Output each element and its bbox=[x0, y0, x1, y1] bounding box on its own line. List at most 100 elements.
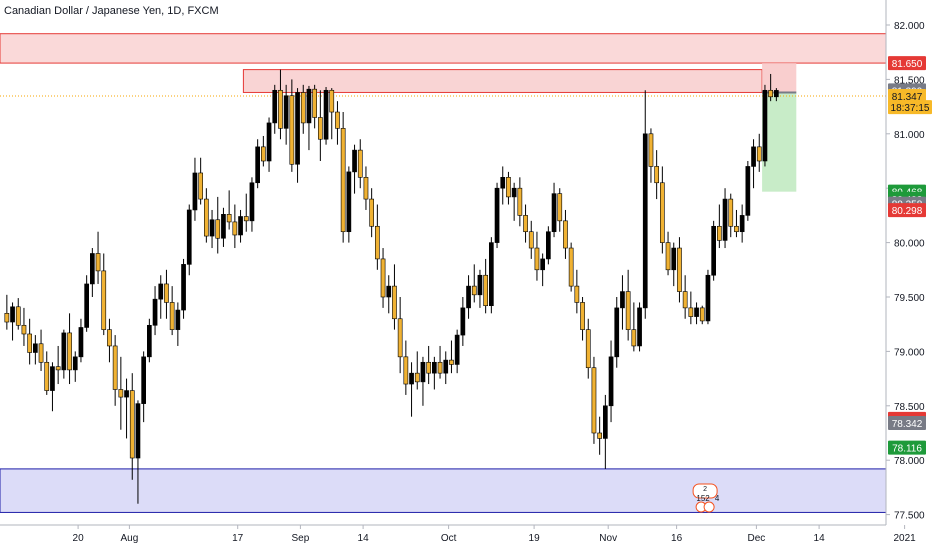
chart-title: Canadian Dollar / Japanese Yen, 1D, FXCM bbox=[4, 5, 219, 17]
candle-body bbox=[762, 89, 768, 162]
candle-body bbox=[226, 214, 232, 223]
candle-body bbox=[346, 171, 352, 233]
candle-body bbox=[186, 209, 192, 265]
price-tick-label: 79.500 bbox=[894, 293, 925, 304]
candle-body bbox=[67, 332, 72, 371]
price-tick-label: 82.000 bbox=[894, 21, 925, 32]
candle-body bbox=[540, 258, 545, 271]
candle-body bbox=[443, 359, 449, 374]
time-tick-label: 19 bbox=[529, 533, 541, 544]
candle-body bbox=[614, 307, 620, 358]
candle-body bbox=[734, 225, 739, 233]
time-tick-label: Sep bbox=[292, 533, 310, 544]
candle-body bbox=[631, 329, 637, 347]
candle-body bbox=[15, 306, 21, 326]
candle-body bbox=[414, 372, 420, 383]
candle-body bbox=[10, 306, 15, 323]
candle-body bbox=[426, 361, 432, 374]
candle-body bbox=[751, 146, 756, 167]
candle-body bbox=[215, 219, 221, 239]
candle-body bbox=[164, 283, 169, 303]
candle-body bbox=[460, 307, 466, 336]
candle-body bbox=[745, 166, 751, 216]
candle-body bbox=[295, 92, 300, 165]
candle-body bbox=[101, 270, 107, 330]
candle-body bbox=[716, 225, 722, 241]
candle-body bbox=[255, 146, 261, 184]
candle-body bbox=[682, 291, 688, 309]
candle-body bbox=[38, 343, 44, 363]
time-tick-label: 14 bbox=[358, 533, 370, 544]
candle-body bbox=[637, 307, 642, 347]
candle-body bbox=[135, 403, 141, 459]
candle-body bbox=[317, 117, 323, 140]
candle-body bbox=[72, 356, 78, 371]
candle-body bbox=[50, 366, 55, 391]
resistance-box bbox=[242, 69, 763, 93]
time-tick-label: 17 bbox=[232, 533, 244, 544]
candle-body bbox=[591, 367, 597, 434]
candle-body bbox=[483, 274, 489, 307]
candle-body bbox=[243, 216, 249, 222]
candle-body bbox=[78, 327, 84, 358]
price-badge-label: 78.342 bbox=[892, 419, 923, 430]
candle-body bbox=[397, 318, 403, 358]
candle-body bbox=[329, 89, 335, 113]
candle-body bbox=[335, 111, 340, 129]
candle-body bbox=[249, 182, 255, 222]
time-tick-label: 16 bbox=[671, 533, 683, 544]
price-badge bbox=[888, 203, 926, 218]
candles-layer bbox=[4, 69, 779, 504]
candle-body bbox=[44, 361, 50, 391]
candle-body bbox=[585, 329, 591, 369]
price-tick-label: 79.000 bbox=[894, 347, 925, 358]
candle-body bbox=[677, 247, 682, 292]
candle-body bbox=[374, 225, 380, 260]
candle-body bbox=[506, 177, 511, 198]
time-axis[interactable]: 20Aug17Sep14Oct19Nov16Dec1420211 bbox=[0, 524, 932, 544]
price-badge bbox=[888, 89, 926, 104]
candle-body bbox=[392, 285, 397, 320]
candle-body bbox=[232, 221, 238, 236]
candle-body bbox=[420, 361, 426, 383]
candle-body bbox=[380, 258, 386, 298]
candle-body bbox=[500, 177, 506, 189]
candle-body bbox=[300, 92, 306, 124]
target-box bbox=[762, 92, 797, 192]
candle-body bbox=[409, 372, 414, 385]
candle-body bbox=[511, 187, 517, 198]
price-badge-label: 18:37:15 bbox=[891, 103, 930, 114]
price-badge-label: 78.116 bbox=[892, 444, 922, 455]
candle-body bbox=[112, 345, 118, 390]
candle-body bbox=[722, 198, 728, 241]
candle-body bbox=[620, 291, 625, 309]
candle-body bbox=[642, 133, 648, 309]
candle-body bbox=[175, 309, 181, 330]
candle-body bbox=[563, 220, 568, 249]
candle-body bbox=[580, 302, 585, 330]
candle-body bbox=[152, 298, 158, 326]
candle-body bbox=[278, 89, 283, 129]
candle-body bbox=[283, 95, 289, 129]
candle-body bbox=[147, 324, 152, 358]
candle-body bbox=[648, 133, 654, 167]
candle-body bbox=[323, 89, 329, 140]
candle-body bbox=[431, 361, 437, 374]
price-tick-label: 80.000 bbox=[894, 239, 925, 250]
candle-body bbox=[466, 285, 471, 309]
candle-body bbox=[61, 332, 67, 371]
candle-body bbox=[27, 333, 33, 353]
time-tick-label: 20 bbox=[73, 533, 85, 544]
candle-body bbox=[494, 187, 500, 243]
candle-body bbox=[699, 307, 705, 322]
candle-body bbox=[21, 324, 27, 335]
candle-body bbox=[124, 390, 129, 398]
candle-body bbox=[32, 343, 38, 353]
candle-body bbox=[756, 146, 762, 162]
price-badge-label: 81.347 bbox=[892, 92, 923, 103]
candle-body bbox=[369, 198, 375, 227]
price-tick-label: 81.000 bbox=[894, 130, 925, 141]
candle-body bbox=[272, 89, 278, 124]
